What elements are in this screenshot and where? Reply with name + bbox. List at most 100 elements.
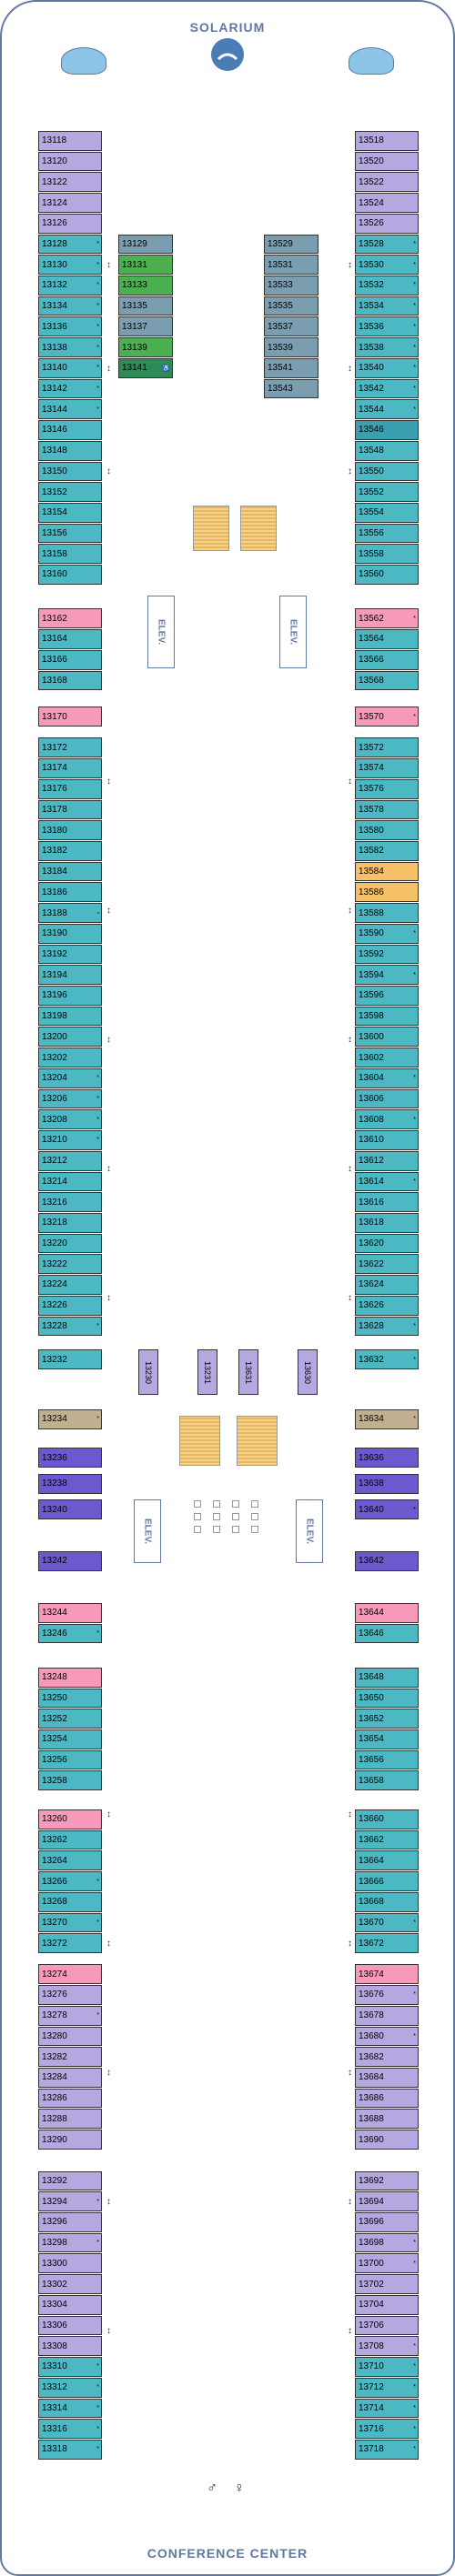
cabin-marker: * (413, 1991, 416, 1998)
cabin-marker: * (413, 2446, 416, 2452)
cabin-number: 13162 (42, 614, 67, 624)
cabin-number: 13684 (359, 2072, 384, 2082)
cabin-number: 13182 (42, 846, 67, 856)
cabin-13118: 13118 (38, 131, 102, 151)
cabin-13552: 13552 (355, 482, 419, 502)
cabin-13131: 13131 (118, 255, 173, 275)
cabin-13716: 13716* (355, 2419, 419, 2439)
cabin-number: 13220 (42, 1238, 67, 1248)
connector-icon: ↕ (106, 1939, 111, 1949)
cabin-number: 13139 (122, 343, 147, 353)
cabin-number: 13144 (42, 405, 67, 415)
cabin-number: 13558 (359, 549, 384, 559)
cabin-number: 13560 (359, 569, 384, 579)
cabin-number: 13542 (359, 384, 384, 394)
cabin-number: 13129 (122, 239, 147, 249)
cabin-number: 13131 (122, 260, 147, 270)
connector-icon: ↕ (106, 2197, 111, 2207)
connector-icon: ↕ (106, 1293, 111, 1303)
cabin-13666: 13666 (355, 1871, 419, 1891)
cabin-number: 13648 (359, 1672, 384, 1682)
cabin-13130: 13130* (38, 255, 102, 275)
cabin-number: 13316 (42, 2424, 67, 2434)
cabin-13160: 13160 (38, 565, 102, 585)
cabin-marker: ♿ (162, 365, 170, 372)
connector-icon: ↕ (106, 2326, 111, 2336)
cabin-13137: 13137 (118, 316, 173, 336)
cabin-13672: 13672 (355, 1933, 419, 1953)
cabin-13620: 13620 (355, 1234, 419, 1254)
cabin-number: 13272 (42, 1939, 67, 1949)
cabin-13230: 13230 (138, 1349, 158, 1395)
cabin-13536: 13536* (355, 316, 419, 336)
connector-icon: ↕ (106, 1809, 111, 1819)
cabin-marker: * (96, 2384, 99, 2391)
cabin-13216: 13216 (38, 1192, 102, 1212)
cabin-number: 13250 (42, 1693, 67, 1703)
cabin-13288: 13288 (38, 2109, 102, 2129)
cabin-number: 13606 (359, 1094, 384, 1104)
cabin-number: 13646 (359, 1629, 384, 1639)
cabin-number: 13184 (42, 867, 67, 877)
cabin-13604: 13604* (355, 1068, 419, 1088)
cabin-number: 13264 (42, 1856, 67, 1866)
connector-icon: ↕ (348, 1293, 352, 1303)
cabin-13148: 13148 (38, 441, 102, 461)
cabin-13572: 13572 (355, 737, 419, 757)
cabin-number: 13534 (359, 301, 384, 311)
cabin-marker: * (413, 282, 416, 288)
cabin-number: 13600 (359, 1032, 384, 1042)
cabin-13636: 13636 (355, 1448, 419, 1468)
cabin-13706: 13706 (355, 2316, 419, 2336)
cabin-13236: 13236 (38, 1448, 102, 1468)
cabin-13718: 13718* (355, 2440, 419, 2460)
cabin-13664: 13664 (355, 1850, 419, 1870)
cabin-number: 13152 (42, 487, 67, 497)
cabin-13570: 13570* (355, 707, 419, 727)
cabin-13204: 13204* (38, 1068, 102, 1088)
cabin-number: 13544 (359, 405, 384, 415)
cabin-number: 13612 (359, 1156, 384, 1166)
cabin-number: 13204 (42, 1073, 67, 1083)
cabin-13314: 13314* (38, 2399, 102, 2419)
cabin-number: 13562 (359, 614, 384, 624)
cabin-number: 13704 (359, 2300, 384, 2310)
cabin-13139: 13139 (118, 337, 173, 357)
cabin-number: 13300 (42, 2259, 67, 2269)
cabin-13182: 13182 (38, 841, 102, 861)
cabin-number: 13668 (359, 1897, 384, 1907)
cabin-marker: * (413, 2260, 416, 2267)
cabin-13168: 13168 (38, 671, 102, 691)
cabin-13138: 13138* (38, 337, 102, 357)
cabin-13566: 13566 (355, 650, 419, 670)
connector-icon: ↕ (106, 1035, 111, 1045)
cabin-number: 13141 (122, 363, 147, 373)
cabin-number: 13126 (42, 218, 67, 228)
cabin-13574: 13574 (355, 758, 419, 778)
cabin-number: 13636 (359, 1453, 384, 1463)
cabin-number: 13670 (359, 1918, 384, 1928)
cabin-marker: * (413, 2240, 416, 2246)
cabin-number: 13286 (42, 2093, 67, 2103)
cabin-number: 13196 (42, 990, 67, 1000)
cabin-number: 13128 (42, 239, 67, 249)
cabin-number: 13696 (359, 2217, 384, 2227)
cabin-13202: 13202 (38, 1047, 102, 1067)
cabin-13624: 13624 (355, 1275, 419, 1295)
cabin-number: 13535 (268, 301, 293, 311)
cabin-number: 13142 (42, 384, 67, 394)
cabin-number: 13614 (359, 1177, 384, 1187)
cabin-13548: 13548 (355, 441, 419, 461)
cabin-marker: * (413, 386, 416, 392)
cabin-13132: 13132* (38, 276, 102, 296)
cabin-number: 13690 (359, 2135, 384, 2145)
connector-icon: ↕ (348, 1164, 352, 1174)
cabin-13302: 13302 (38, 2274, 102, 2294)
cabin-13546: 13546 (355, 420, 419, 440)
cabin-marker: * (413, 714, 416, 720)
cabin-13610: 13610 (355, 1130, 419, 1150)
cabin-number: 13240 (42, 1505, 67, 1515)
cabin-13194: 13194 (38, 965, 102, 985)
cabin-13144: 13144* (38, 399, 102, 419)
cabin-number: 13260 (42, 1814, 67, 1824)
